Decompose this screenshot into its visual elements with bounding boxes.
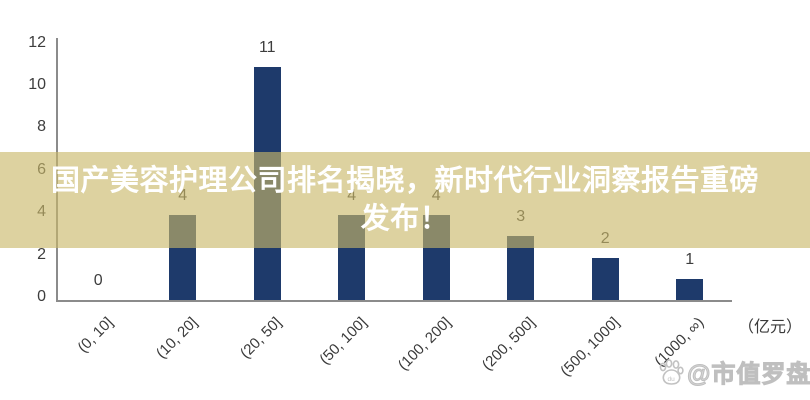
x-axis-tick-label: (10, 20] [152,314,201,362]
headline-line-1: 国产美容护理公司排名揭晓，新时代行业洞察报告重磅 [50,165,759,197]
bar-value-label: 0 [93,272,103,289]
y-axis-tick-label: 0 [37,288,46,305]
x-axis-tick-label: (20, 50] [237,314,286,362]
paw-icon-text: du [668,376,676,383]
x-axis-tick-label: (50, 100] [315,314,370,368]
headline-banner: 国产美容护理公司排名揭晓，新时代行业洞察报告重磅 发布！ [0,152,810,248]
bar [591,258,619,300]
y-axis-tick-label: 12 [28,33,46,51]
bar-value-label: 11 [258,39,276,56]
x-axis-tick-label: (100, 200] [394,314,455,374]
y-axis-tick-label: 8 [37,118,46,136]
x-axis-tick-label: (500, 1000] [557,314,624,380]
axis-unit-label: （亿元） [738,319,803,336]
bar [676,279,704,300]
watermark-text: @市值罗盘 [686,361,810,389]
x-axis-tick-label: (200, 500] [478,314,539,374]
x-axis-tick-label: (0, 10] [74,314,117,357]
x-axis-line [56,300,732,302]
paw-icon: du [659,358,684,385]
y-axis-tick-label: 2 [37,245,46,263]
y-axis-tick-label: 10 [28,76,46,93]
headline-line-2: 发布！ [360,203,450,235]
watermark: du @市值罗盘 [658,354,810,389]
bar-value-label: 1 [685,251,695,268]
